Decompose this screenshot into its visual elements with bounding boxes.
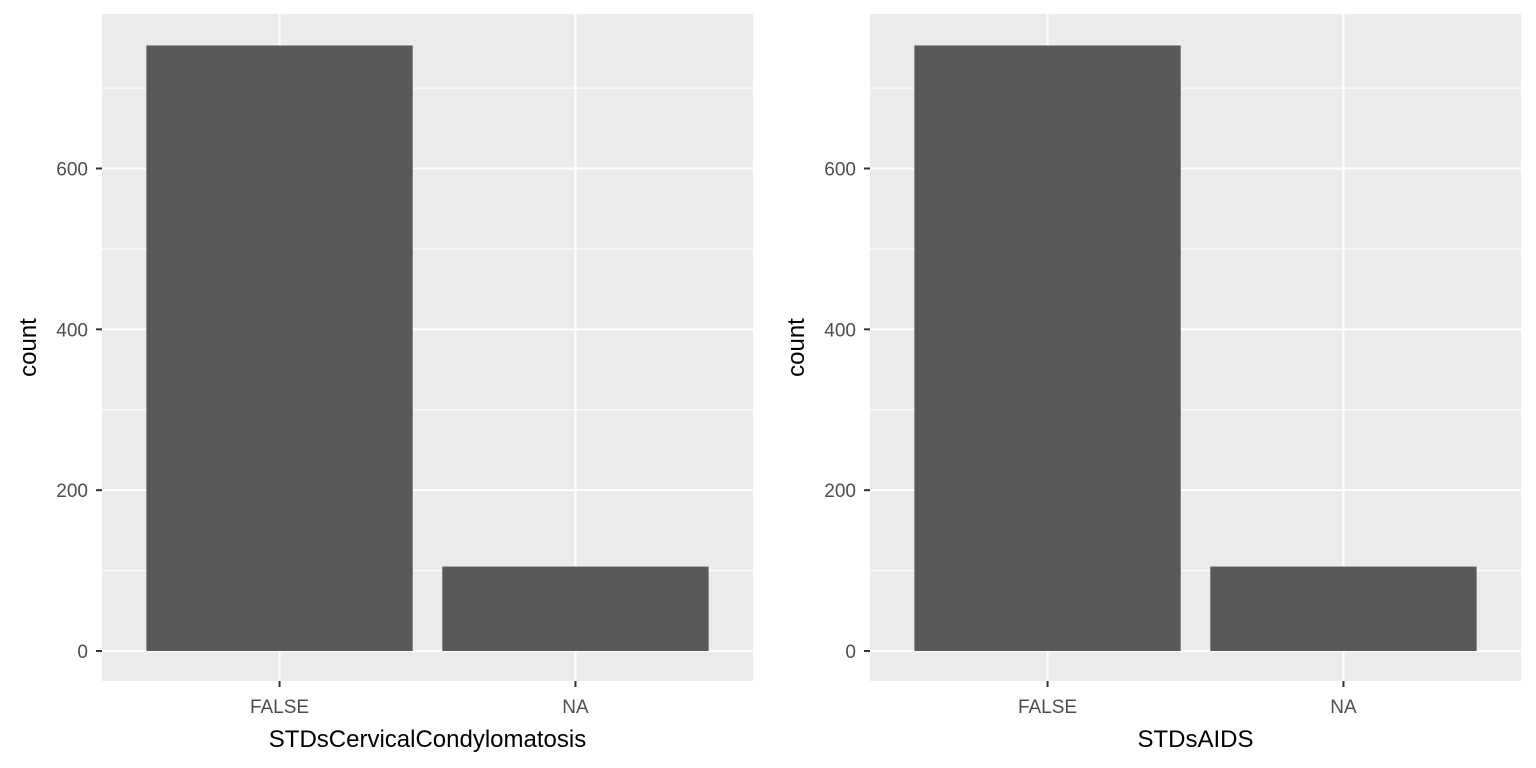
bar-na	[442, 566, 709, 651]
y-axis-title: count	[783, 318, 810, 377]
y-tick-label: 200	[824, 481, 856, 502]
y-tick-label: 200	[56, 481, 88, 502]
y-axis-title: count	[15, 318, 42, 377]
x-tick-label: NA	[1330, 697, 1357, 718]
y-tick-label: 600	[56, 160, 88, 181]
bar-false	[146, 45, 413, 651]
y-tick-label: 400	[824, 320, 856, 341]
x-tick-label: FALSE	[250, 697, 309, 718]
y-tick-label: 400	[56, 320, 88, 341]
x-tick-label: NA	[562, 697, 589, 718]
y-tick-label: 0	[77, 642, 88, 663]
x-tick-label: FALSE	[1018, 697, 1077, 718]
y-tick-label: 600	[824, 160, 856, 181]
x-axis-title: STDsAIDS	[1137, 726, 1253, 753]
y-tick-label: 0	[845, 642, 856, 663]
bar-na	[1210, 566, 1477, 651]
chart-panel-2: 0 200 400 600 FALSE NA STDsAIDS count	[783, 14, 1521, 753]
x-axis-title: STDsCervicalCondylomatosis	[269, 726, 586, 753]
chart-panel-1: 0 200 400 600 FALSE NA STDsCervicalCondylomato…	[15, 14, 753, 753]
bar-false	[914, 45, 1181, 651]
